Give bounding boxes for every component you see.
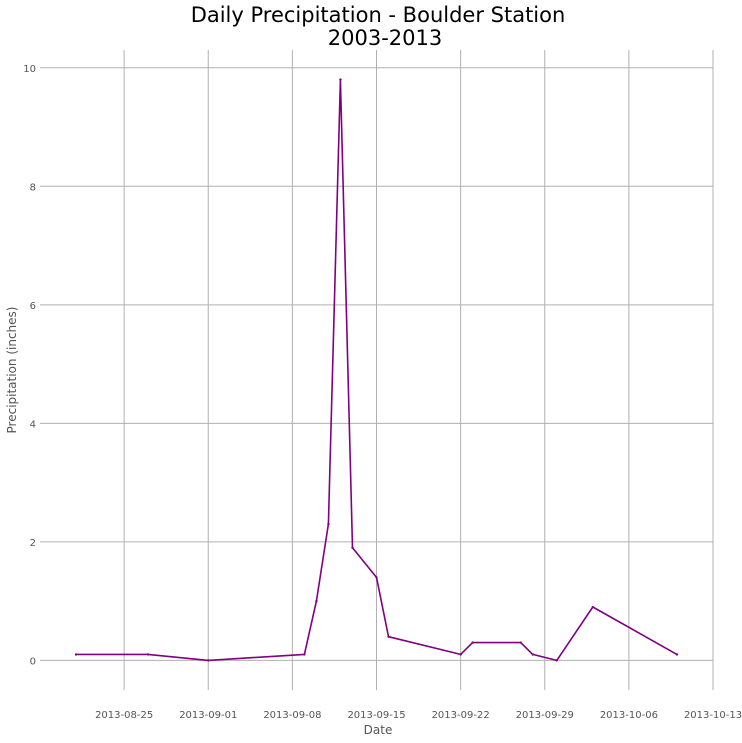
data-point xyxy=(591,605,595,609)
data-point xyxy=(555,659,558,662)
y-tick-label: 6 xyxy=(30,301,36,312)
x-tick-label: 2013-09-01 xyxy=(179,710,237,721)
y-tick-label: 2 xyxy=(30,538,36,549)
y-axis-label: Precipitation (inches) xyxy=(5,307,19,434)
y-tick-label: 4 xyxy=(30,419,36,430)
data-point xyxy=(519,641,522,644)
chart-title: Daily Precipitation - Boulder Station xyxy=(191,3,566,27)
data-point xyxy=(207,659,210,662)
x-axis-label: Date xyxy=(364,723,393,737)
x-tick-label: 2013-10-13 xyxy=(684,710,742,721)
y-tick-label: 0 xyxy=(30,656,36,667)
x-tick-label: 2013-10-06 xyxy=(600,710,658,721)
series xyxy=(74,78,679,662)
data-point xyxy=(74,653,78,656)
data-point xyxy=(375,576,378,579)
data-point xyxy=(471,641,474,644)
x-tick-label: 2013-08-25 xyxy=(95,710,153,721)
x-tick-label: 2013-09-15 xyxy=(347,710,405,721)
data-point xyxy=(327,522,330,526)
data-point xyxy=(459,653,462,656)
data-point xyxy=(675,653,679,656)
data-point xyxy=(531,653,534,656)
y-tick-label: 8 xyxy=(30,182,36,193)
y-tick-label: 10 xyxy=(23,64,36,75)
x-tick-label: 2013-09-08 xyxy=(263,710,321,721)
x-tick-label: 2013-09-29 xyxy=(516,710,574,721)
chart-subtitle: 2003-2013 xyxy=(328,26,442,50)
grid xyxy=(40,50,714,690)
data-point xyxy=(315,599,318,603)
data-point xyxy=(146,653,150,656)
y-tick-labels: 0 2 4 6 8 10 xyxy=(23,64,36,668)
data-point xyxy=(339,78,342,81)
data-point xyxy=(387,635,390,638)
data-point xyxy=(351,546,354,549)
x-tick-label: 2013-09-22 xyxy=(432,710,490,721)
x-tick-labels: 2013-08-25 2013-09-01 2013-09-08 2013-09-15… xyxy=(95,710,742,721)
data-point xyxy=(303,653,306,656)
